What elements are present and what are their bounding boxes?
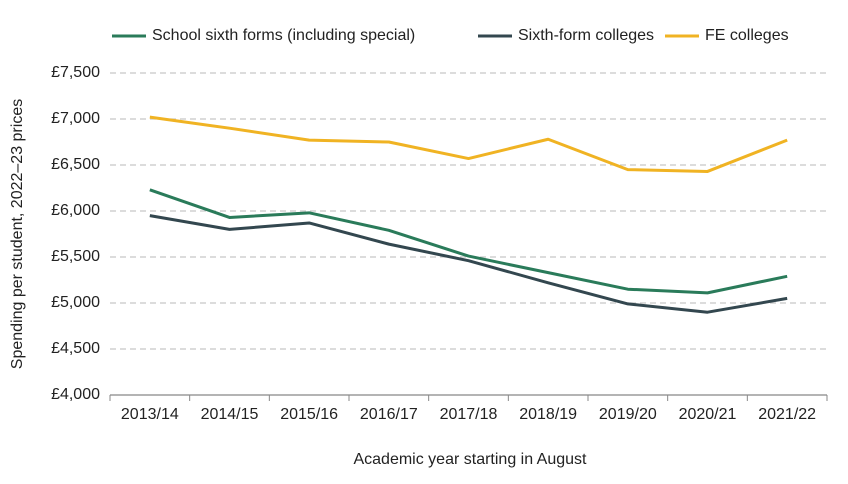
series-line [149, 214, 788, 314]
series-line [149, 115, 788, 173]
y-tick-label: £6,500 [51, 156, 100, 173]
x-tick-label: 2014/15 [201, 406, 259, 423]
x-tick-label: 2019/20 [599, 406, 657, 423]
y-axis-title: Spending per student, 2022–23 prices [9, 99, 26, 369]
x-tick-label: 2017/18 [440, 406, 498, 423]
legend-label: FE colleges [705, 27, 789, 44]
x-tick-label: 2013/14 [121, 406, 179, 423]
x-tick-label: 2016/17 [360, 406, 418, 423]
legend-label: School sixth forms (including special) [152, 27, 415, 44]
x-tick-label: 2018/19 [519, 406, 577, 423]
legend-label: Sixth-form colleges [518, 27, 654, 44]
y-tick-label: £4,000 [51, 386, 100, 403]
y-tick-label: £6,000 [51, 202, 100, 219]
series-line [149, 188, 788, 295]
x-axis-title: Academic year starting in August [353, 451, 587, 468]
x-tick-label: 2021/22 [758, 406, 816, 423]
y-tick-label: £5,500 [51, 248, 100, 265]
y-tick-label: £7,000 [51, 110, 100, 127]
y-tick-label: £7,500 [51, 64, 100, 81]
x-tick-label: 2015/16 [280, 406, 338, 423]
x-tick-label: 2020/21 [679, 406, 737, 423]
y-tick-label: £4,500 [51, 340, 100, 357]
y-tick-label: £5,000 [51, 294, 100, 311]
